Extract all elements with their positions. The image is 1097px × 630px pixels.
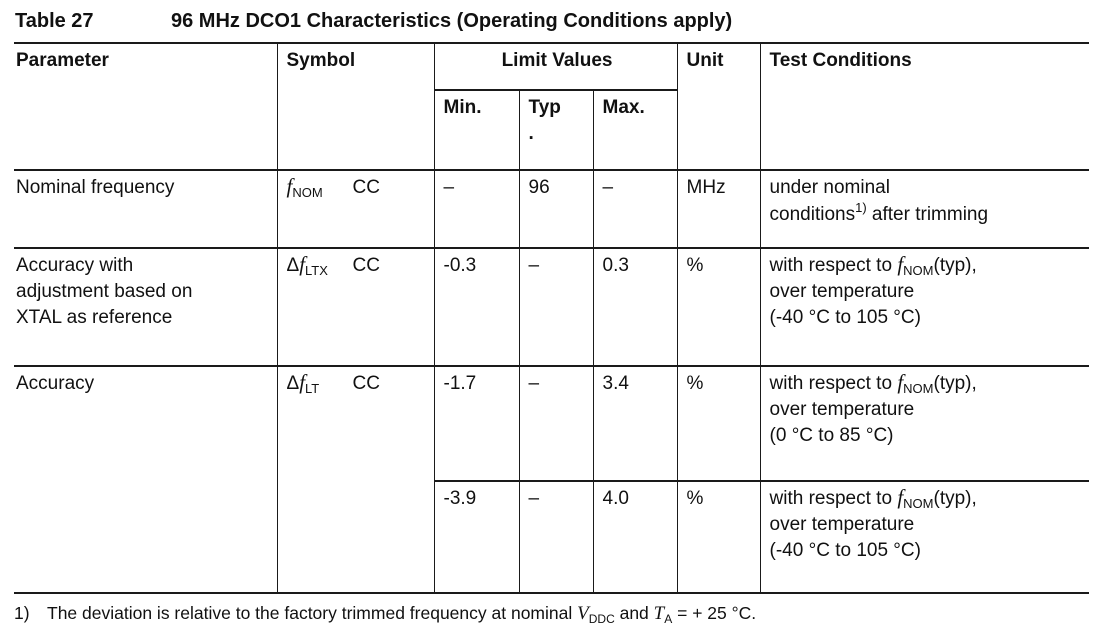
table-row: Accuracy with adjustment based on XTAL a… xyxy=(14,247,1090,366)
symbol-fnom: fNOM xyxy=(286,174,323,200)
symbol-cc: CC xyxy=(352,373,380,394)
cell-max: 0.3 xyxy=(592,247,678,366)
cell-min: – xyxy=(433,169,519,248)
symbol-vddc: V xyxy=(577,603,589,624)
table-header: Parameter Symbol Limit Values Unit Test … xyxy=(14,43,1090,170)
cell-symbol: fNOM CC xyxy=(276,169,434,248)
footnote-ref: 1) xyxy=(855,200,867,215)
footnote-text: The deviation is relative to the factory… xyxy=(47,603,757,626)
cell-min: -3.9 xyxy=(433,480,519,593)
table-body: Nominal frequency fNOM CC – 96 – MHz unde… xyxy=(14,169,1090,593)
cell-typ: – xyxy=(518,247,593,366)
cell-typ: 96 xyxy=(518,169,593,248)
symbol-delta-f-lt: ΔfLT xyxy=(286,370,320,396)
footnote-marker: 1) xyxy=(14,603,30,623)
cell-min: -0.3 xyxy=(433,247,519,366)
symbol-cc: CC xyxy=(352,255,380,276)
symbol-ta: T xyxy=(653,603,665,624)
cell-parameter: Nominal frequency xyxy=(14,169,277,248)
cell-test-conditions: with respect to fNOM(typ), over temperat… xyxy=(759,247,1090,366)
cell-parameter: Accuracy with adjustment based on XTAL a… xyxy=(14,247,277,366)
col-header-max: Max. xyxy=(592,90,678,170)
cell-max: – xyxy=(592,169,678,248)
cell-unit: % xyxy=(676,247,761,366)
col-header-typ: Typ . xyxy=(518,90,593,170)
table-row: -3.9 – 4.0 % with respect to fNOM(typ), … xyxy=(14,480,1090,593)
cell-test-conditions: with respect to fNOM(typ), over temperat… xyxy=(759,365,1090,481)
cell-parameter: Accuracy xyxy=(14,365,277,593)
footnote: 1) The deviation is relative to the fact… xyxy=(14,594,1089,626)
cell-typ: – xyxy=(518,365,593,481)
col-header-unit: Unit xyxy=(676,43,761,170)
symbol-delta-f-ltx: ΔfLTX xyxy=(286,252,328,278)
table-row: Nominal frequency fNOM CC – 96 – MHz unde… xyxy=(14,169,1090,248)
characteristics-table: Parameter Symbol Limit Values Unit Test … xyxy=(14,42,1090,594)
col-header-min: Min. xyxy=(433,90,519,170)
table-caption: Table 27 96 MHz DCO1 Characteristics (Op… xyxy=(14,6,1089,42)
cell-min: -1.7 xyxy=(433,365,519,481)
cell-symbol: ΔfLT CC xyxy=(276,365,434,593)
symbol-cc: CC xyxy=(352,177,380,198)
cell-test-conditions: under nominal conditions1) after trimmin… xyxy=(759,169,1090,248)
cell-unit: % xyxy=(676,365,761,481)
cell-symbol: ΔfLTX CC xyxy=(276,247,434,366)
cell-unit: % xyxy=(676,480,761,593)
cell-max: 3.4 xyxy=(592,365,678,481)
cell-unit: MHz xyxy=(676,169,761,248)
col-header-test-conditions: Test Conditions xyxy=(759,43,1090,170)
col-header-parameter: Parameter xyxy=(16,50,109,71)
table-row: Accuracy ΔfLT CC -1.7 – 3.4 % with respec… xyxy=(14,365,1090,593)
cell-test-conditions: with respect to fNOM(typ), over temperat… xyxy=(759,480,1090,593)
cell-max: 4.0 xyxy=(592,480,678,593)
table-title: 96 MHz DCO1 Characteristics (Operating C… xyxy=(171,10,733,32)
col-header-limit-values: Limit Values xyxy=(433,43,678,91)
cell-typ: – xyxy=(518,480,593,593)
col-header-symbol: Symbol xyxy=(276,43,434,170)
header-row-1: Parameter Symbol Limit Values Unit Test … xyxy=(14,43,1090,170)
header-row-2: Min. Typ . Max. xyxy=(14,90,1089,170)
table-number: Table 27 xyxy=(15,10,94,32)
